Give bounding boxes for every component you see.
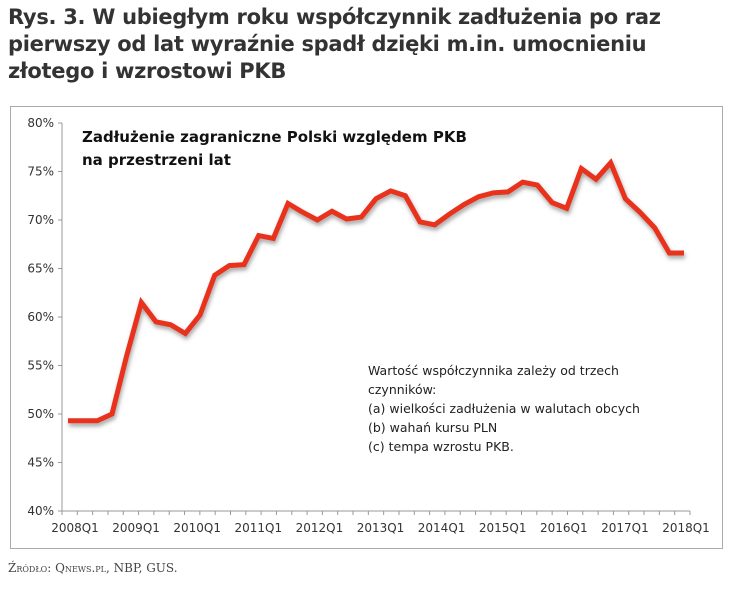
annotation-line: (c) tempa wzrostu PKB.	[368, 439, 514, 454]
y-tick-label: 50%	[27, 407, 54, 421]
y-tick-label: 40%	[27, 504, 54, 518]
heading-line: złotego i wzrostowi PKB	[8, 59, 287, 83]
heading-line: Rys. 3. W ubiegłym roku współczynnik zad…	[8, 5, 661, 29]
heading-line: pierwszy od lat wyraźnie spadł dzięki m.…	[8, 32, 647, 56]
x-tick-label: 2017Q1	[601, 521, 649, 535]
annotation-line: (a) wielkości zadłużenia w walutach obcy…	[368, 401, 640, 416]
y-tick-label: 45%	[27, 456, 54, 470]
chart-frame	[10, 106, 723, 549]
source-note: Źródło: Qnews.pl, NBP, GUS.	[8, 561, 178, 575]
annotation-line: Wartość współczynnika zależy od trzech	[368, 363, 619, 378]
x-tick-label: 2008Q1	[51, 521, 99, 535]
x-tick-label: 2018Q1	[662, 521, 710, 535]
figure-heading: Rys. 3. W ubiegłym roku współczynnik zad…	[8, 4, 728, 85]
annotation-line: (b) wahań kursu PLN	[368, 420, 497, 435]
y-tick-label: 55%	[27, 359, 54, 373]
chart-title-line: Zadłużenie zagraniczne Polski względem P…	[82, 128, 467, 146]
x-tick-label: 2016Q1	[540, 521, 588, 535]
y-tick-label: 65%	[27, 262, 54, 276]
y-tick-label: 60%	[27, 310, 54, 324]
y-tick-label: 80%	[27, 116, 54, 130]
x-tick-label: 2010Q1	[173, 521, 221, 535]
x-tick-label: 2014Q1	[418, 521, 466, 535]
x-tick-label: 2012Q1	[296, 521, 344, 535]
annotation-line: czynników:	[368, 382, 436, 397]
x-tick-label: 2015Q1	[479, 521, 527, 535]
x-tick-label: 2009Q1	[112, 521, 160, 535]
chart-title-line: na przestrzeni lat	[82, 151, 231, 169]
y-tick-label: 70%	[27, 213, 54, 227]
x-tick-label: 2013Q1	[357, 521, 405, 535]
x-tick-label: 2011Q1	[234, 521, 282, 535]
y-tick-label: 75%	[27, 165, 54, 179]
